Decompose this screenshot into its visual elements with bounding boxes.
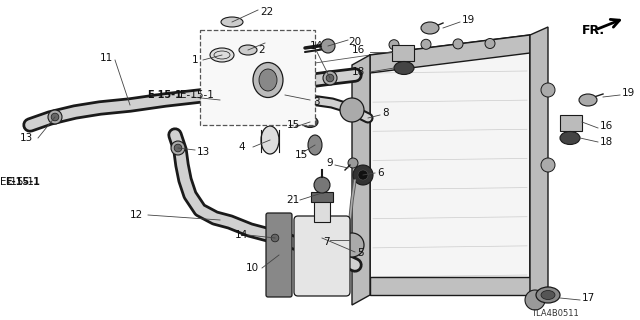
Ellipse shape bbox=[579, 94, 597, 106]
Text: TLA4B0511: TLA4B0511 bbox=[531, 308, 579, 317]
Text: 13: 13 bbox=[197, 147, 211, 157]
Polygon shape bbox=[370, 35, 530, 295]
Circle shape bbox=[321, 39, 335, 53]
Ellipse shape bbox=[536, 287, 560, 303]
Circle shape bbox=[453, 39, 463, 49]
Circle shape bbox=[268, 231, 282, 245]
Text: 22: 22 bbox=[260, 7, 273, 17]
FancyBboxPatch shape bbox=[266, 213, 292, 297]
Ellipse shape bbox=[560, 132, 580, 145]
Bar bbox=[311, 192, 333, 202]
Text: 3: 3 bbox=[313, 97, 319, 107]
Ellipse shape bbox=[308, 135, 322, 155]
Ellipse shape bbox=[253, 62, 283, 98]
Text: 14: 14 bbox=[310, 41, 323, 51]
Circle shape bbox=[48, 110, 62, 124]
Text: 11: 11 bbox=[100, 53, 113, 63]
Text: 7: 7 bbox=[323, 237, 330, 247]
Text: 20: 20 bbox=[348, 37, 361, 47]
Text: E-15-1: E-15-1 bbox=[5, 177, 40, 187]
Circle shape bbox=[314, 177, 330, 193]
Text: 10: 10 bbox=[246, 263, 259, 273]
Text: 16: 16 bbox=[352, 45, 365, 55]
Text: FR.: FR. bbox=[582, 23, 605, 36]
Polygon shape bbox=[530, 27, 548, 295]
Ellipse shape bbox=[541, 291, 555, 300]
Text: 19: 19 bbox=[462, 15, 476, 25]
Circle shape bbox=[340, 233, 364, 257]
Circle shape bbox=[174, 144, 182, 152]
Circle shape bbox=[485, 38, 495, 49]
Bar bbox=[392, 45, 414, 61]
Ellipse shape bbox=[239, 45, 257, 55]
Ellipse shape bbox=[259, 69, 277, 91]
Ellipse shape bbox=[221, 17, 243, 27]
Text: 4: 4 bbox=[238, 142, 244, 152]
Ellipse shape bbox=[394, 61, 414, 75]
Circle shape bbox=[358, 170, 368, 180]
Text: 15: 15 bbox=[295, 150, 308, 160]
Circle shape bbox=[541, 158, 555, 172]
Circle shape bbox=[389, 40, 399, 50]
Text: 14: 14 bbox=[235, 230, 248, 240]
Circle shape bbox=[323, 71, 337, 85]
Text: 18: 18 bbox=[600, 137, 613, 147]
Polygon shape bbox=[370, 277, 530, 295]
Circle shape bbox=[171, 141, 185, 155]
Bar bbox=[560, 115, 582, 131]
Text: 13: 13 bbox=[20, 133, 33, 143]
Circle shape bbox=[353, 165, 373, 185]
Text: 2: 2 bbox=[258, 45, 264, 55]
Text: E-15-1: E-15-1 bbox=[0, 177, 34, 187]
Polygon shape bbox=[370, 35, 530, 73]
Circle shape bbox=[340, 98, 364, 122]
Text: 15: 15 bbox=[287, 120, 300, 130]
Ellipse shape bbox=[261, 126, 279, 154]
Circle shape bbox=[51, 113, 59, 121]
Ellipse shape bbox=[421, 22, 439, 34]
Text: 6: 6 bbox=[377, 168, 383, 178]
Circle shape bbox=[541, 83, 555, 97]
Bar bbox=[314, 200, 330, 222]
Text: 19: 19 bbox=[622, 88, 636, 98]
Circle shape bbox=[348, 158, 358, 168]
Ellipse shape bbox=[210, 48, 234, 62]
Text: E-15-1: E-15-1 bbox=[180, 90, 214, 100]
Circle shape bbox=[525, 290, 545, 310]
Ellipse shape bbox=[302, 116, 318, 127]
Text: 5: 5 bbox=[357, 248, 364, 258]
Text: 8: 8 bbox=[382, 108, 388, 118]
Text: 17: 17 bbox=[582, 293, 595, 303]
Polygon shape bbox=[352, 55, 370, 305]
Circle shape bbox=[326, 74, 334, 82]
Text: 18: 18 bbox=[352, 67, 365, 77]
Text: 16: 16 bbox=[600, 121, 613, 131]
Circle shape bbox=[421, 39, 431, 49]
Bar bbox=[200, 30, 315, 125]
Text: E-15-1: E-15-1 bbox=[148, 90, 182, 100]
Text: 9: 9 bbox=[326, 158, 333, 168]
Text: 12: 12 bbox=[130, 210, 143, 220]
FancyBboxPatch shape bbox=[294, 216, 350, 296]
Circle shape bbox=[271, 234, 279, 242]
Text: 21: 21 bbox=[286, 195, 300, 205]
Text: 1: 1 bbox=[192, 55, 198, 65]
